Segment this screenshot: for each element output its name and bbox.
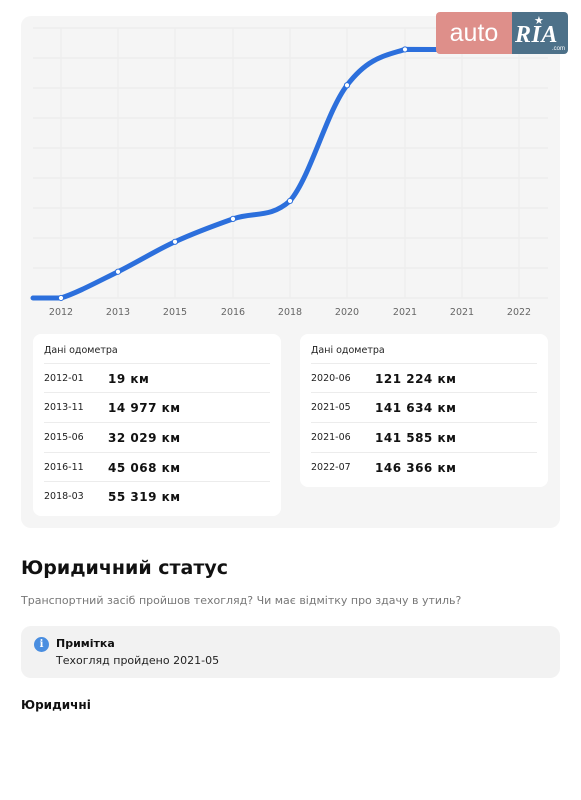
data-point[interactable]	[171, 238, 179, 245]
odometer-row: 2012-01 19 км	[44, 363, 270, 393]
x-tick-label: 2013	[106, 307, 130, 318]
odometer-date: 2013-11	[44, 402, 84, 413]
data-point[interactable]	[401, 46, 409, 53]
odometer-date: 2012-01	[44, 373, 84, 384]
note-box: i Примітка Техогляд пройдено 2021-05	[21, 626, 560, 678]
logo-auto-text: auto	[436, 12, 512, 54]
odometer-km: 19 км	[108, 371, 150, 386]
legal-status-title: Юридичний статус	[21, 557, 229, 579]
mileage-line	[30, 38, 522, 301]
odometer-date: 2022-07	[311, 462, 351, 473]
note-text: Техогляд пройдено 2021-05	[56, 654, 220, 667]
odometer-panel-title: Дані одометра	[44, 345, 118, 356]
x-tick-label: 2021	[450, 307, 474, 318]
data-point[interactable]	[229, 215, 237, 223]
odometer-date: 2021-06	[311, 432, 351, 443]
odometer-date: 2021-05	[311, 402, 351, 413]
data-point[interactable]	[343, 82, 351, 89]
odometer-date: 2018-03	[44, 491, 84, 502]
odometer-row: 2015-06 32 029 км	[44, 422, 270, 452]
star-icon: ★	[534, 14, 544, 27]
odometer-date: 2015-06	[44, 432, 84, 443]
legal-status-subtitle: Транспортний засіб пройшов техогляд? Чи …	[21, 594, 462, 607]
odometer-row: 2020-06 121 224 км	[311, 363, 537, 393]
data-point[interactable]	[114, 268, 122, 275]
data-point[interactable]	[286, 197, 294, 205]
odometer-km: 141 585 км	[375, 430, 457, 445]
odometer-km: 121 224 км	[375, 371, 457, 386]
x-tick-label: 2012	[49, 307, 73, 318]
odometer-panel-title: Дані одометра	[311, 345, 385, 356]
info-icon: i	[34, 637, 49, 652]
odometer-panel-2: Дані одометра 2020-06 121 224 км 2021-05…	[300, 334, 548, 487]
odometer-date: 2020-06	[311, 373, 351, 384]
odometer-km: 55 319 км	[108, 489, 181, 504]
odometer-row: 2021-05 141 634 км	[311, 392, 537, 422]
data-point[interactable]	[57, 294, 65, 302]
odometer-km: 32 029 км	[108, 430, 181, 445]
x-tick-label: 2021	[393, 307, 417, 318]
odometer-row: 2021-06 141 585 км	[311, 422, 537, 452]
note-title: Примітка	[56, 637, 115, 650]
x-tick-label: 2020	[335, 307, 359, 318]
odometer-row: 2013-11 14 977 км	[44, 392, 270, 422]
mileage-chart: 2012 2013 2015 2016 2018 2020 2021 2021 2022	[30, 27, 548, 318]
odometer-row: 2022-07 146 366 км	[311, 452, 537, 482]
odometer-km: 45 068 км	[108, 460, 181, 475]
odometer-panel-1: Дані одометра 2012-01 19 км 2013-11 14 9…	[33, 334, 281, 516]
mileage-card: 2012 2013 2015 2016 2018 2020 2021 2021 2022 Дан…	[21, 16, 560, 528]
odometer-row: 2018-03 55 319 км	[44, 481, 270, 511]
x-tick-label: 2016	[221, 307, 245, 318]
logo-ria-block: ★ RIA .com	[512, 12, 568, 54]
x-tick-label: 2022	[507, 307, 531, 318]
odometer-km: 141 634 км	[375, 400, 457, 415]
autoria-logo[interactable]: auto ★ RIA .com	[436, 12, 568, 54]
x-tick-label: 2015	[163, 307, 187, 318]
odometer-date: 2016-11	[44, 462, 84, 473]
odometer-km: 14 977 км	[108, 400, 181, 415]
x-tick-label: 2018	[278, 307, 302, 318]
logo-com-text: .com	[551, 46, 565, 52]
legal-section-title: Юридичні	[21, 698, 91, 712]
logo-ria-text: RIA	[515, 22, 558, 48]
odometer-row: 2016-11 45 068 км	[44, 452, 270, 482]
odometer-km: 146 366 км	[375, 460, 457, 475]
